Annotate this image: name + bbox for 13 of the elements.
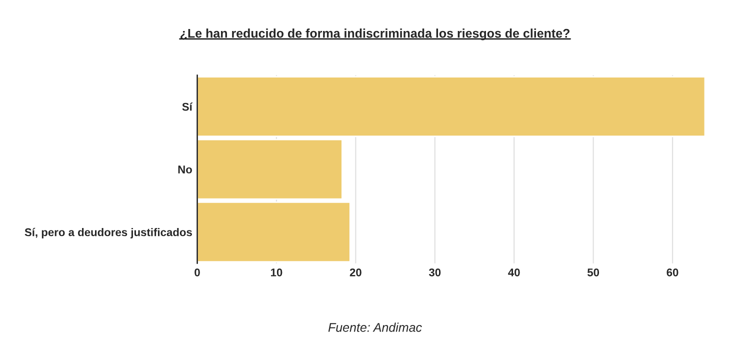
x-tick-label: 60 [666, 268, 678, 276]
x-tick-label: 30 [428, 268, 441, 276]
y-tick-label: Sí, pero a deudores justificados [24, 228, 192, 238]
chart-title: ¿Le han reducido de forma indiscriminada los riesgos de cliente? [180, 28, 570, 40]
x-tick-label: 50 [587, 268, 600, 276]
x-tick-label: 40 [508, 268, 520, 276]
x-tick-label: 10 [270, 268, 282, 276]
bar [197, 76, 705, 138]
y-tick-label: Sí [182, 102, 193, 111]
x-tick-label: 20 [350, 268, 362, 276]
source-note: Fuente: Andimac [328, 322, 422, 332]
x-tick-label: 0 [194, 268, 200, 276]
y-tick-label: No [178, 166, 192, 174]
